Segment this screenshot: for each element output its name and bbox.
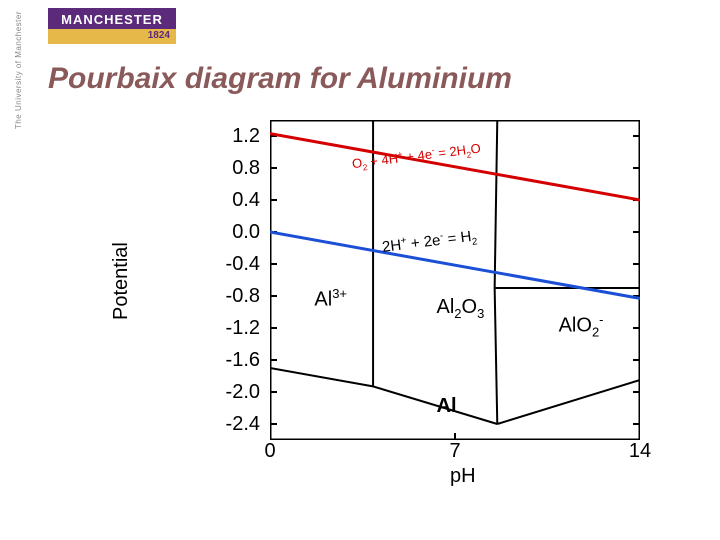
y-tick: -0.4 bbox=[200, 254, 260, 274]
x-tick: 7 bbox=[449, 440, 460, 463]
y-tick: -2.4 bbox=[200, 414, 260, 434]
page-title: Pourbaix diagram for Aluminium bbox=[48, 62, 512, 96]
chart-labels-layer: Al3+ Al2O3 AlO2- Al O2 + 4H+ + 4e- = 2H2O 2H+… bbox=[270, 120, 640, 440]
region-label-AlO2: AlO2- bbox=[559, 312, 604, 340]
university-logo: MANCHESTER 1824 bbox=[48, 8, 176, 44]
equation-label-hydrogen: 2H+ + 2e- = H2 bbox=[381, 227, 478, 259]
x-tick: 0 bbox=[264, 440, 275, 463]
pourbaix-chart: Potential 1.20.80.40.0-0.4-0.8-1.2-1.6-2… bbox=[130, 120, 660, 520]
y-tick: 1.2 bbox=[200, 126, 260, 146]
page-title-text: Pourbaix diagram for Aluminium bbox=[48, 62, 512, 95]
y-tick: -1.6 bbox=[200, 350, 260, 370]
y-tick: -0.8 bbox=[200, 286, 260, 306]
y-tick: -1.2 bbox=[200, 318, 260, 338]
logo-subtext: The University of Manchester bbox=[14, 10, 23, 130]
logo-year: 1824 bbox=[48, 29, 176, 44]
region-label-Al: Al bbox=[437, 395, 457, 418]
x-tick: 14 bbox=[629, 440, 651, 463]
y-tick: 0.4 bbox=[200, 190, 260, 210]
y-tick: -2.0 bbox=[200, 382, 260, 402]
y-axis-label: Potential bbox=[110, 242, 133, 320]
region-label-Al3: Al3+ bbox=[314, 286, 347, 312]
logo-top-text: MANCHESTER bbox=[48, 8, 176, 29]
x-axis-label: pH bbox=[450, 465, 476, 488]
y-tick: 0.0 bbox=[200, 222, 260, 242]
region-label-Al2O3: Al2O3 bbox=[437, 296, 485, 321]
equation-label-oxygen: O2 + 4H+ + 4e- = 2H2O bbox=[351, 139, 482, 174]
y-tick: 0.8 bbox=[200, 158, 260, 178]
